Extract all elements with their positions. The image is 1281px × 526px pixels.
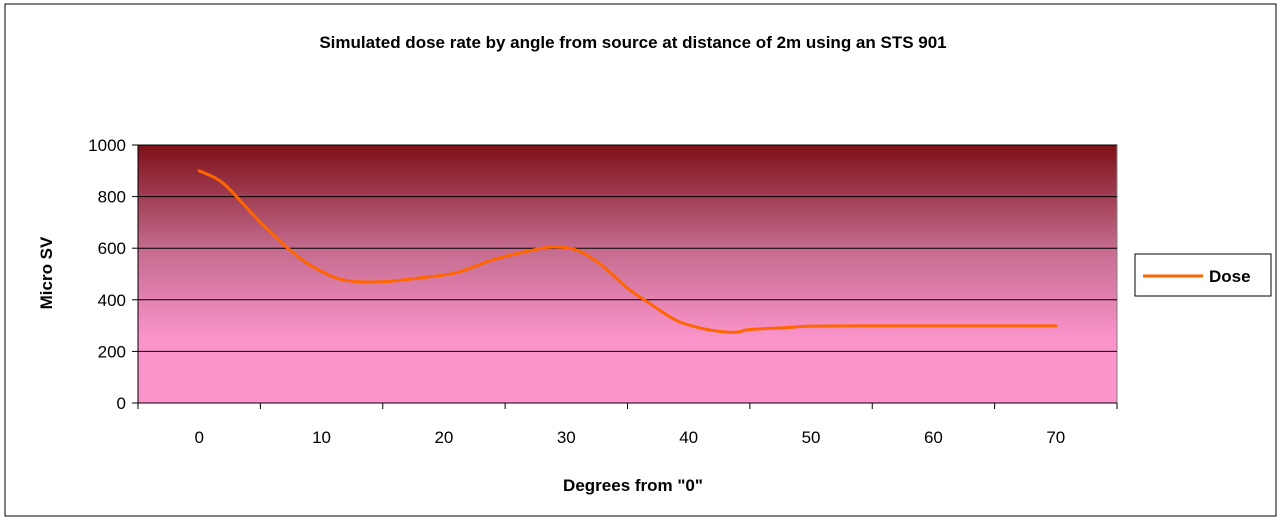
x-axis-label: Degrees from "0" [563,476,703,495]
y-axis-ticks: 0 200 400 600 800 1000 [88,136,139,413]
y-tick-label: 600 [98,239,126,258]
series-lines [197,169,1058,334]
plot-area [137,144,1118,404]
x-axis-ticks: 0 10 20 30 40 50 60 70 [137,402,1118,447]
x-tick-label: 70 [1046,428,1065,447]
y-tick-label: 400 [98,291,126,310]
y-axis-label: Micro SV [37,236,56,309]
y-tick-label: 1000 [88,136,126,155]
chart-title: Simulated dose rate by angle from source… [319,33,946,52]
y-tick-label: 200 [98,342,126,361]
gridlines [138,144,1117,352]
y-tick-label: 0 [117,394,126,413]
x-tick-label: 40 [679,428,698,447]
legend-label-dose: Dose [1209,267,1251,286]
series-line-dose [197,169,1058,334]
x-tick-label: 50 [802,428,821,447]
x-tick-label: 20 [434,428,453,447]
x-tick-label: 60 [924,428,943,447]
x-tick-label: 0 [194,428,203,447]
legend: Dose [1134,253,1272,297]
y-tick-label: 800 [98,188,126,207]
x-tick-label: 30 [557,428,576,447]
x-tick-label: 10 [312,428,331,447]
